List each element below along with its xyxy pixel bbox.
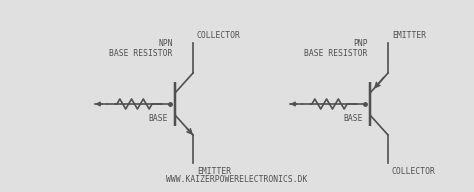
Text: BASE RESISTOR: BASE RESISTOR xyxy=(304,50,367,59)
Text: COLLECTOR: COLLECTOR xyxy=(197,31,241,40)
Text: NPN: NPN xyxy=(158,40,173,49)
Text: PNP: PNP xyxy=(354,40,368,49)
Text: BASE: BASE xyxy=(148,114,168,123)
Text: EMITTER: EMITTER xyxy=(197,166,231,175)
Text: BASE: BASE xyxy=(344,114,363,123)
Text: COLLECTOR: COLLECTOR xyxy=(392,166,436,175)
Text: BASE RESISTOR: BASE RESISTOR xyxy=(109,50,172,59)
Text: WWW.KAIZERPOWERELECTRONICS.DK: WWW.KAIZERPOWERELECTRONICS.DK xyxy=(166,175,308,184)
Text: EMITTER: EMITTER xyxy=(392,31,426,40)
